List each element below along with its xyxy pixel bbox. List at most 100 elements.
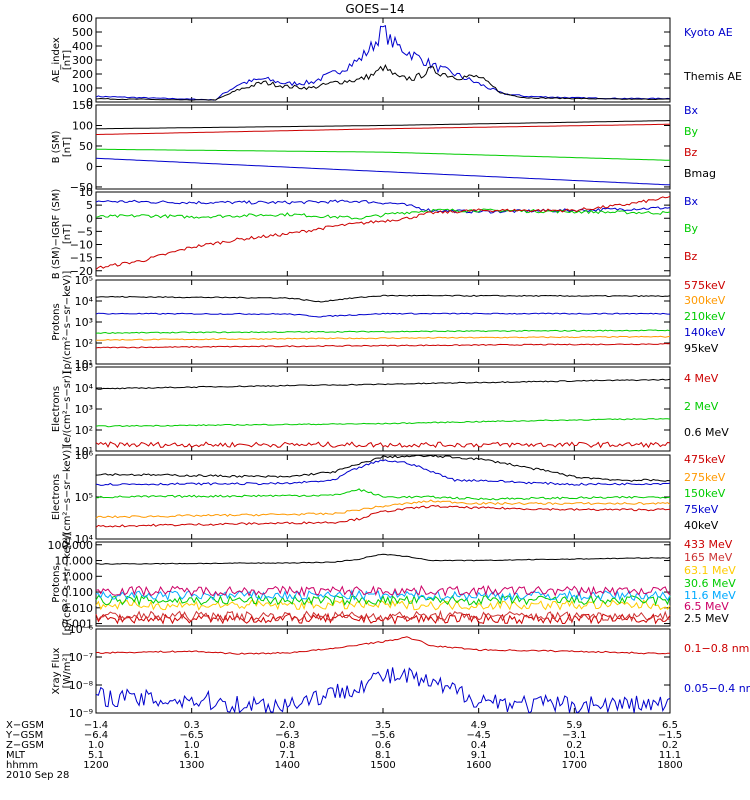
panel-2-frame	[95, 104, 671, 190]
axis-row-value: 1300	[179, 760, 204, 771]
panel-6-series-3	[95, 488, 671, 501]
panel-4-series-4	[95, 312, 670, 318]
panel-6-ylabel: Electrons	[51, 474, 62, 520]
panel-3-ylabel: B (SM)−IGRF (SM)	[51, 189, 62, 280]
panel-1-ytick-label: 100	[72, 82, 93, 95]
panel-4-ylabel: [p/(cm²−s−sr−keV)]	[62, 271, 73, 374]
panel-6-legend-1: 475keV	[684, 453, 726, 466]
figure-title: GOES−14	[345, 2, 404, 16]
axis-row-label: Z−GSM	[6, 740, 44, 751]
panel-5-frame	[95, 366, 671, 452]
panel-8-ytick-label: 10⁻⁷	[69, 651, 93, 664]
panel-6-ytick-label: 10⁴	[75, 533, 94, 546]
panel-7-ytick-label: 100.000	[48, 539, 94, 552]
panel-7-ylabel: [p/(cm²−s−sr−keV)]	[62, 533, 73, 636]
panel-4-legend-3: 210keV	[684, 310, 726, 323]
panel-4-legend-5: 95keV	[684, 342, 719, 355]
panel-4-legend-1: 575keV	[684, 279, 726, 292]
panel-7-series-4	[95, 594, 671, 607]
axis-row-value: −3.1	[562, 730, 586, 741]
axis-row-value: −6.5	[180, 730, 204, 741]
panel-3-ytick-label: −15	[70, 252, 93, 265]
axis-row-value: 0.4	[471, 740, 487, 751]
axis-row-value: 1200	[83, 760, 108, 771]
axis-row-value: −1.5	[658, 730, 682, 741]
panel-1-ytick-label: 200	[72, 68, 93, 81]
panel-7-ylabel: Protons	[51, 565, 62, 602]
panel-6-legend-5: 40keV	[684, 519, 719, 532]
axis-row-value: 5.1	[88, 750, 104, 761]
axis-row-value: 9.1	[471, 750, 487, 761]
panel-7-series-7	[95, 553, 671, 565]
panel-5-ylabel: [e/(cm²−s−sr)]	[62, 371, 73, 447]
panel-7-series-2	[95, 609, 671, 623]
panel-2-ytick-label: 150	[72, 99, 93, 112]
panel-4-ytick-label: 10⁴	[75, 295, 94, 308]
panel-1-ytick-label: 400	[72, 40, 93, 53]
panel-2-ytick-label: −50	[70, 181, 93, 194]
panel-1-series-1	[95, 24, 671, 101]
panel-2-ytick-label: 100	[72, 119, 93, 132]
axis-row-value: 1600	[466, 760, 491, 771]
axis-row-value: −1.4	[84, 720, 108, 731]
panel-3-legend-3: Bz	[684, 250, 698, 263]
panel-4-series-1	[95, 342, 670, 349]
axis-row-value: 0.6	[375, 740, 391, 751]
axis-row-value: −6.3	[275, 730, 299, 741]
axis-row-value: 4.9	[471, 720, 487, 731]
panel-7-legend-6: 6.5 MeV	[684, 600, 729, 613]
panel-6-ylabel: [e/(cm²−s−sr−keV)]	[62, 446, 73, 549]
panel-8-series-1	[95, 636, 671, 655]
panel-4-ytick-label: 10¹	[75, 358, 93, 371]
panel-6-legend-4: 75keV	[684, 503, 719, 516]
panel-2-legend-3: Bz	[684, 146, 698, 159]
panel-1-frame	[95, 17, 671, 103]
panel-5-ytick-label: 10²	[75, 424, 93, 437]
panel-1-ytick-label: 600	[72, 12, 93, 25]
panel-5-ytick-label: 10¹	[75, 445, 93, 458]
panel-5-ytick-label: 10⁴	[75, 382, 94, 395]
panel-6-legend-2: 275keV	[684, 471, 726, 484]
axis-row-value: 11.1	[659, 750, 681, 761]
panel-6-ytick-label: 10⁵	[75, 491, 93, 504]
axis-row-value: 0.8	[279, 740, 295, 751]
axis-row-value: 8.1	[375, 750, 391, 761]
panel-8-ytick-label: 10⁻⁹	[69, 707, 93, 720]
panel-8-ylabel: [W/m²]	[62, 653, 73, 688]
axis-row-value: 1700	[562, 760, 587, 771]
panel-3-ytick-label: −5	[77, 225, 93, 238]
panel-2-ytick-label: 0	[86, 160, 93, 173]
axis-row-value: 2.0	[279, 720, 295, 731]
panel-4-ytick-label: 10³	[75, 316, 93, 329]
axis-row-label: Y−GSM	[5, 730, 43, 741]
axis-row-value: −5.6	[371, 730, 395, 741]
panel-8-ytick-label: 10⁻⁶	[69, 623, 94, 636]
panel-7-series-5	[96, 589, 671, 602]
axis-row-value: 0.3	[184, 720, 200, 731]
panel-2-legend-2: By	[684, 125, 699, 138]
panel-2-ylabel: [nT]	[62, 137, 73, 157]
panel-1-series-2	[95, 63, 671, 101]
panel-1-ylabel: AE_index	[51, 37, 62, 83]
panel-3-ytick-label: 5	[86, 199, 93, 212]
panel-2-series-2	[96, 148, 671, 161]
panel-1-ytick-label: 0	[86, 96, 93, 109]
panel-2-series-1	[95, 157, 671, 186]
panel-6-series-4	[95, 459, 671, 486]
panel-5-legend-3: 0.6 MeV	[684, 426, 729, 439]
panel-2-ytick-label: 50	[79, 140, 93, 153]
panel-4-legend-2: 300keV	[684, 294, 726, 307]
panel-5-series-2	[95, 418, 671, 428]
panel-5-ytick-label: 10³	[75, 403, 93, 416]
panel-1-legend-2: Themis AE	[683, 70, 742, 83]
panel-1-ytick-label: 500	[72, 26, 93, 39]
axis-row-value: 1800	[657, 760, 682, 771]
panel-2-series-4	[95, 120, 670, 130]
panel-5-ylabel: Electrons	[51, 386, 62, 432]
panel-6-series-1	[95, 504, 671, 528]
panel-6-ytick-label: 10⁶	[75, 449, 94, 462]
panel-8-series-2	[95, 667, 671, 714]
panel-7-series-3	[95, 599, 671, 611]
panel-7-legend-4: 30.6 MeV	[684, 577, 736, 590]
date-label: 2010 Sep 28	[6, 770, 69, 781]
